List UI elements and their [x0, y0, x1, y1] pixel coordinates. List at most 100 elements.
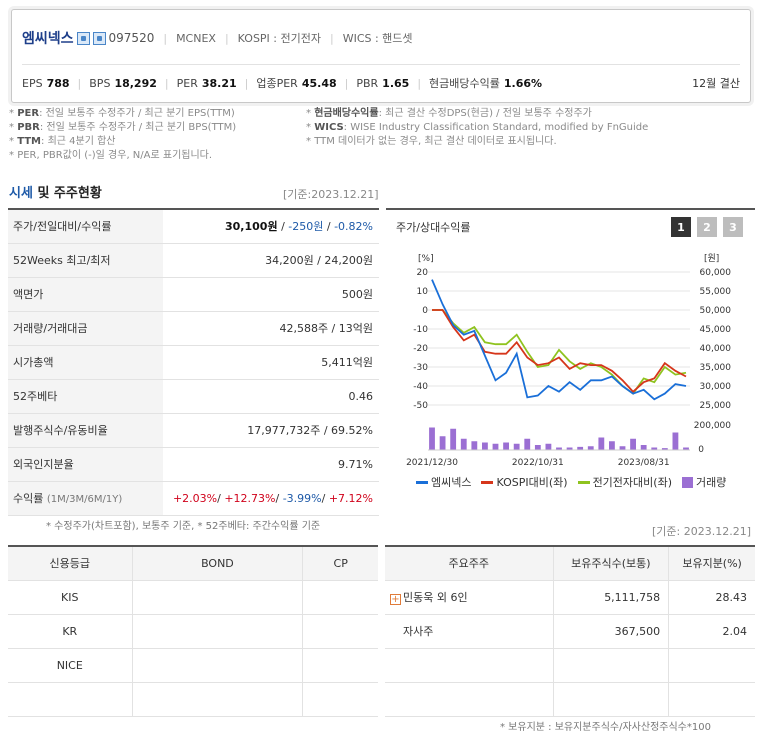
metric-sector-per: 업종PER 45.48 [256, 77, 337, 90]
volume-bar [640, 445, 647, 450]
volume-bar [556, 447, 562, 450]
volume-bar [429, 427, 435, 450]
line-kospi [432, 309, 687, 393]
table-row: 주가/전일대비/수익률 30,100원 / -250원 / -0.82% [8, 209, 379, 244]
row-label: 발행주식수/유동비율 [8, 413, 163, 448]
right-axis-unit: [원] [704, 253, 719, 264]
right-tick-label: 25,000 [700, 401, 732, 411]
table-row: 거래량/거래대금 42,588주 / 13억원 [8, 311, 379, 346]
holder-pct [668, 682, 755, 717]
relative-return-chart: [%] [원] 20 10 0 -10 -20 -30 -40 -50 60,000 55,00… [406, 253, 731, 468]
chart-tab-3[interactable]: 3 [723, 217, 743, 237]
volume-bar [492, 443, 499, 450]
note-negative: * PER, PBR값이 (-)일 경우, N/A로 표기됩니다. [9, 150, 213, 161]
metric-per: PER 38.21 [176, 76, 237, 90]
volume-bar [450, 428, 457, 450]
column-header: 보유지분(%) [668, 546, 755, 581]
divider: | [344, 76, 349, 90]
holder-pct: 28.43 [668, 580, 755, 615]
row-value: 34,200원 / 24,200원 [163, 243, 379, 278]
chart-tab-2[interactable]: 2 [697, 217, 717, 237]
volume-tick-label: 200,000 [694, 421, 731, 431]
section-title: 시세 및 주주현황 [9, 186, 102, 201]
left-tick-label: 20 [417, 268, 429, 278]
divider: | [77, 76, 82, 90]
ir-icon[interactable] [92, 31, 106, 45]
table-row: KIS [8, 580, 378, 615]
table-row [8, 682, 378, 717]
table-header-row: 주요주주 보유주식수(보통) 보유지분(%) [385, 546, 755, 581]
agency-name: KIS [8, 580, 132, 615]
chart-gridlines [428, 271, 690, 406]
volume-bar [672, 432, 679, 450]
divider: | [164, 76, 169, 90]
table-row: 액면가 500원 [8, 277, 379, 312]
section-date: [기준:2023.12.21] [283, 188, 379, 201]
right-axis-ticks: 60,000 55,000 50,000 45,000 40,000 35,000 30,0… [694, 268, 731, 455]
holder-name: 자사주 [385, 614, 553, 649]
right-tick-label: 30,000 [700, 382, 732, 392]
x-tick-label: 2023/08/31 [618, 458, 670, 468]
table-row: 52주베타 0.46 [8, 379, 379, 414]
row-label: 52Weeks 최고/최저 [8, 243, 163, 278]
holders-footnote: * 보유지분 : 보유지분주식수/자사산정주식수*100 [500, 722, 711, 733]
right-tick-label: 40,000 [700, 344, 732, 354]
holder-pct: 2.04 [668, 614, 755, 649]
volume-bar [471, 441, 478, 450]
divider: | [163, 31, 168, 45]
note-ttm-fallback: * TTM 데이터가 없는 경우, 최근 결산 데이터로 표시됩니다. [306, 136, 557, 147]
table-row: NICE [8, 648, 378, 683]
volume-bar [683, 447, 689, 450]
agency-name [8, 682, 132, 717]
column-header: BOND [131, 546, 303, 581]
chart-legend: 엠씨넥스 KOSPI대비(좌) 전기전자대비(좌) 거래량 [416, 474, 746, 490]
cp-rating [302, 580, 378, 615]
holder-shares: 5,111,758 [552, 580, 669, 615]
volume-bar [513, 443, 520, 450]
table-row: 52Weeks 최고/최저 34,200원 / 24,200원 [8, 243, 379, 278]
note-ttm: * TTM: 최근 4분기 합산 [9, 136, 116, 147]
row-label: 외국인지분율 [8, 447, 163, 482]
volume-bar [630, 438, 636, 450]
left-tick-label: -10 [413, 325, 428, 335]
volume-bars [428, 427, 690, 451]
home-icon[interactable] [76, 31, 90, 45]
metric-eps: EPS 788 [22, 76, 70, 90]
legend-sector[interactable]: 전기전자대비(좌) [577, 474, 672, 490]
legend-company[interactable]: 엠씨넥스 [416, 474, 471, 490]
legend-volume[interactable]: 거래량 [682, 474, 726, 490]
divider: | [329, 31, 334, 45]
credit-rating-table: 신용등급 BOND CP KIS KR NICE [8, 545, 378, 717]
right-tick-label: 60,000 [700, 268, 732, 278]
table-row: KR [8, 614, 378, 649]
holder-name [385, 682, 553, 717]
holders-date: [기준: 2023.12.21] [652, 525, 752, 538]
cp-rating [302, 682, 378, 717]
expand-plus-icon[interactable]: + [390, 594, 401, 605]
chart-tabs: 1 2 3 [671, 217, 743, 237]
volume-bar [661, 448, 668, 450]
holder-shares [552, 682, 669, 717]
cp-rating [302, 614, 378, 649]
column-header: 주요주주 [385, 546, 553, 581]
table-row [385, 682, 755, 717]
volume-bar [566, 447, 573, 450]
price-footnote: * 수정주가(차트포함), 보통주 기준, * 52주베타: 주간수익률 기준 [46, 521, 321, 532]
volume-bar [534, 445, 541, 450]
holder-name [385, 648, 553, 683]
left-tick-label: -20 [413, 344, 428, 354]
volume-bar [439, 436, 446, 450]
table-row: + 민동욱 외 6인 5,111,758 28.43 [385, 580, 755, 615]
legend-kospi[interactable]: KOSPI대비(좌) [481, 474, 568, 490]
line-sector [432, 309, 687, 395]
note-wics: * WICS: WISE Industry Classification Sta… [306, 122, 649, 133]
x-tick-label: 2021/12/30 [406, 458, 458, 468]
left-tick-label: 0 [422, 306, 428, 316]
volume-bar [619, 446, 626, 450]
table-row [385, 648, 755, 683]
holder-name: + 민동욱 외 6인 [385, 580, 553, 615]
chart-tab-1[interactable]: 1 [671, 217, 691, 237]
left-axis-ticks: 20 10 0 -10 -20 -30 -40 -50 [413, 268, 428, 411]
x-tick-label: 2022/10/31 [512, 458, 564, 468]
metric-pbr: PBR 1.65 [356, 76, 410, 90]
